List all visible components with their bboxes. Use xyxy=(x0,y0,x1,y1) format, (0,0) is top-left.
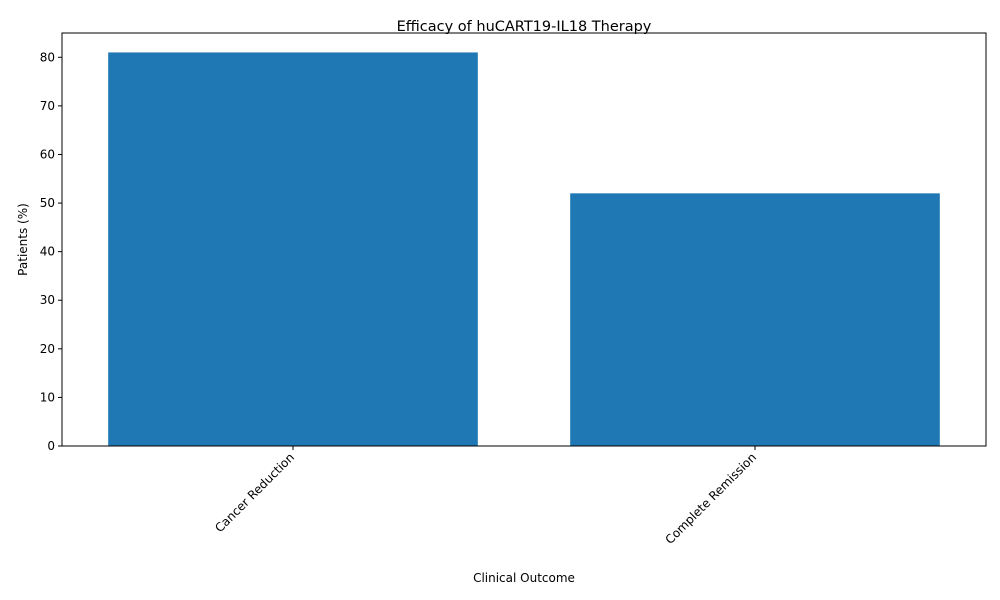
bar-cancer-reduction xyxy=(108,52,478,446)
y-tick-label: 40 xyxy=(40,245,55,259)
y-tick-label: 80 xyxy=(40,50,55,64)
chart-title: Efficacy of huCART19-IL18 Therapy xyxy=(397,19,652,35)
y-axis-label: Patients (%) xyxy=(16,203,30,276)
y-tick-label: 10 xyxy=(40,390,55,404)
y-tick-label: 0 xyxy=(47,439,55,453)
bar-complete-remission xyxy=(570,193,940,446)
y-tick-label: 50 xyxy=(40,196,55,210)
plot-frame xyxy=(61,32,987,447)
x-tick-label: Complete Remission xyxy=(663,450,760,547)
y-tick-label: 20 xyxy=(40,342,55,356)
y-axis: 0 10 20 30 40 50 60 70 80 xyxy=(40,50,62,453)
bars-group xyxy=(108,52,940,446)
x-axis-label: Clinical Outcome xyxy=(473,571,575,585)
y-tick-label: 70 xyxy=(40,99,55,113)
y-tick-label: 30 xyxy=(40,293,55,307)
x-axis: Cancer Reduction Complete Remission xyxy=(212,446,759,547)
y-tick-label: 60 xyxy=(40,147,55,161)
x-tick-label: Cancer Reduction xyxy=(212,450,297,535)
